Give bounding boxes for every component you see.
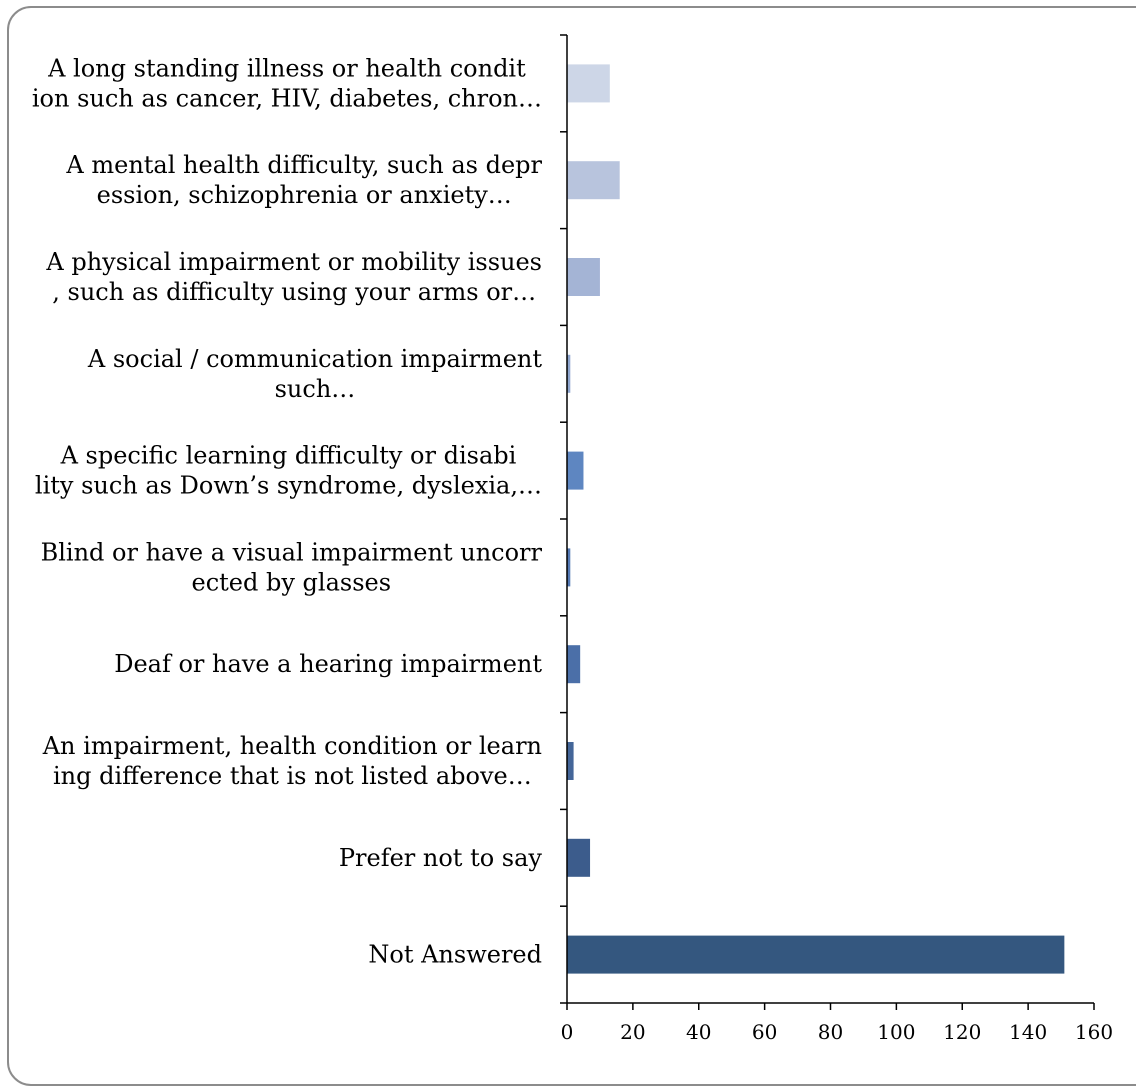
x-tick-label: 20 <box>620 1020 645 1044</box>
bar-4 <box>567 451 584 490</box>
x-tick-label: 80 <box>818 1020 843 1044</box>
axis-layer <box>560 34 1095 1010</box>
category-labels: A long standing illness or health condit… <box>32 54 543 968</box>
x-tick-label: 40 <box>686 1020 711 1044</box>
bar-5 <box>567 548 571 587</box>
x-tick-label: 120 <box>943 1020 981 1044</box>
bar-2 <box>567 258 600 296</box>
category-label: A physical impairment or mobility issues… <box>45 248 542 306</box>
bar-9 <box>567 935 1065 974</box>
bar-1 <box>567 161 620 200</box>
bar-8 <box>567 838 591 877</box>
bar-6 <box>567 645 581 684</box>
category-label: A social / communication impairment such… <box>87 345 542 403</box>
x-tick-label: 0 <box>561 1020 574 1044</box>
bar-7 <box>567 742 574 780</box>
bar-chart: A long standing illness or health condit… <box>32 34 1113 1044</box>
category-label: Deaf or have a hearing impairment <box>114 650 542 678</box>
category-label: A long standing illness or health condit… <box>32 54 542 112</box>
bar-3 <box>567 354 571 393</box>
category-label: Blind or have a visual impairment uncorr… <box>41 538 543 596</box>
category-label: An impairment, health condition or learn… <box>42 732 542 790</box>
category-label: A specific learning difficulty or disabi… <box>35 442 542 500</box>
x-tick-label: 140 <box>1009 1020 1047 1044</box>
category-label: Not Answered <box>368 941 542 969</box>
category-label: Prefer not to say <box>339 844 543 872</box>
x-tick-label: 100 <box>877 1020 915 1044</box>
bars-layer <box>567 64 1065 974</box>
x-tick-label: 60 <box>752 1020 777 1044</box>
category-label: A mental health difficulty, such as depr… <box>65 151 542 209</box>
bar-0 <box>567 64 610 103</box>
x-tick-labels: 0 20 40 60 80 100 120 140 160 <box>561 1020 1113 1044</box>
x-tick-label: 160 <box>1075 1020 1113 1044</box>
